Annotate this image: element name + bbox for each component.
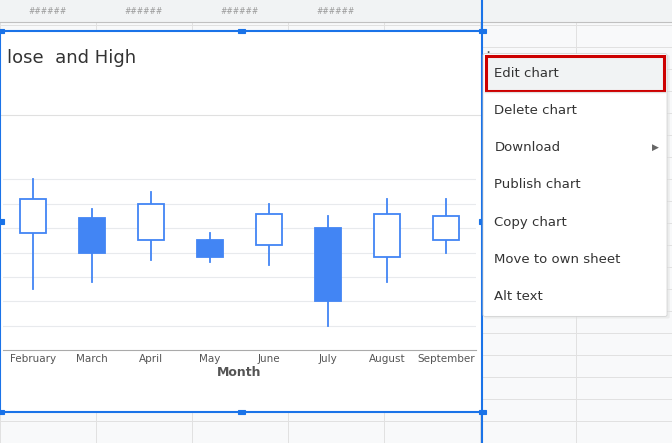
Text: ######: ######: [317, 7, 355, 16]
Text: ⋮: ⋮: [480, 50, 495, 65]
Text: Download: Download: [495, 141, 560, 154]
Bar: [433, 216, 459, 240]
Text: lose  and High: lose and High: [7, 49, 136, 67]
Text: Copy chart: Copy chart: [495, 216, 567, 229]
Bar: [374, 214, 401, 257]
Text: Publish chart: Publish chart: [495, 179, 581, 191]
Text: ######: ######: [29, 7, 67, 16]
Bar: [79, 218, 105, 253]
Text: Delete chart: Delete chart: [495, 104, 577, 117]
Bar: [138, 204, 164, 240]
X-axis label: Month: Month: [217, 365, 262, 378]
Bar: [0, 0, 672, 22]
Text: Move to own sheet: Move to own sheet: [495, 253, 621, 266]
Text: ######: ######: [125, 7, 163, 16]
Text: Edit chart: Edit chart: [495, 67, 559, 80]
Text: Alt text: Alt text: [495, 290, 543, 303]
Text: ######: ######: [221, 7, 259, 16]
Bar: [315, 228, 341, 301]
Bar: [256, 214, 282, 245]
Bar: [20, 199, 46, 233]
Text: ▶: ▶: [651, 144, 659, 152]
Bar: [197, 240, 223, 257]
